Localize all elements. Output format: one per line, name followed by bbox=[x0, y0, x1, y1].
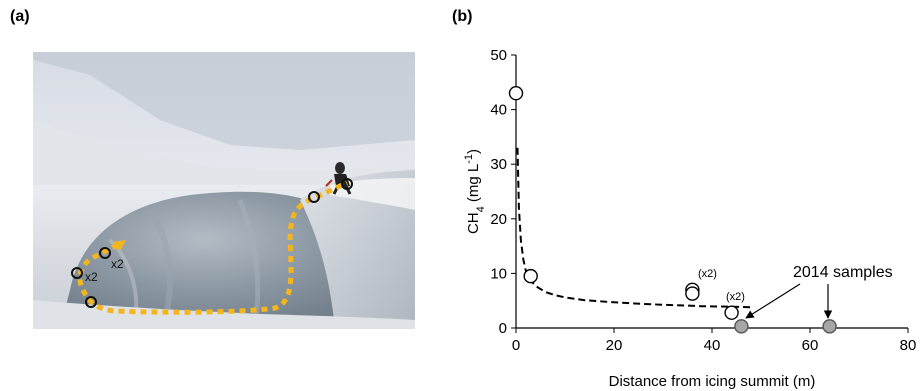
panel-a-label: (a) bbox=[10, 8, 30, 25]
y-tick-label: 10 bbox=[490, 265, 507, 282]
fit-curve-group bbox=[516, 147, 752, 309]
data-point bbox=[724, 305, 739, 320]
annotation-2014-samples: 2014 samples bbox=[793, 264, 893, 281]
y-axis-title: CH4 (mg L-1) bbox=[463, 149, 487, 234]
x-tick-label: 80 bbox=[900, 337, 917, 354]
sample-path-arrow bbox=[77, 180, 348, 315]
y-tick-label: 20 bbox=[490, 211, 507, 228]
annotations-group: (x2) (x2) 2014 samples bbox=[698, 264, 893, 319]
data-point bbox=[685, 286, 700, 301]
annotation-x2-lower: (x2) bbox=[726, 291, 745, 303]
x-tick-label: 40 bbox=[704, 337, 721, 354]
data-point bbox=[508, 86, 524, 101]
sample-site-marker bbox=[85, 296, 97, 308]
x2-label-lower: x2 bbox=[85, 270, 98, 284]
x-tick-label: 20 bbox=[606, 337, 623, 354]
annotation-x2-upper: (x2) bbox=[698, 268, 717, 280]
y-tick-label: 30 bbox=[490, 156, 507, 173]
x-tick-label: 60 bbox=[802, 337, 819, 354]
data-point-2014 bbox=[734, 319, 749, 334]
data-point-2014 bbox=[822, 319, 837, 334]
sample-site-marker bbox=[71, 267, 83, 279]
x2-label-upper: x2 bbox=[111, 257, 124, 271]
x-axis-title: Distance from icing summit (m) bbox=[609, 373, 816, 390]
y-tick-label: 40 bbox=[490, 102, 507, 119]
y-tick-label: 0 bbox=[499, 320, 507, 337]
y-tick-label: 50 bbox=[490, 47, 507, 64]
x-tick-label: 0 bbox=[512, 337, 520, 354]
annotation-arrow bbox=[745, 283, 801, 319]
data-points-group bbox=[508, 86, 837, 334]
panel-b-label: (b) bbox=[452, 8, 473, 25]
sample-site-marker bbox=[308, 191, 320, 203]
path-arrowhead-icon bbox=[113, 240, 126, 251]
chart-axes: 0 10 20 30 40 50 0 20 40 60 80 bbox=[490, 47, 916, 354]
person-head bbox=[335, 162, 345, 174]
fit-curve-line bbox=[516, 147, 752, 309]
sample-site-marker bbox=[341, 178, 353, 190]
sample-site-marker bbox=[99, 247, 111, 259]
data-point bbox=[523, 268, 538, 284]
